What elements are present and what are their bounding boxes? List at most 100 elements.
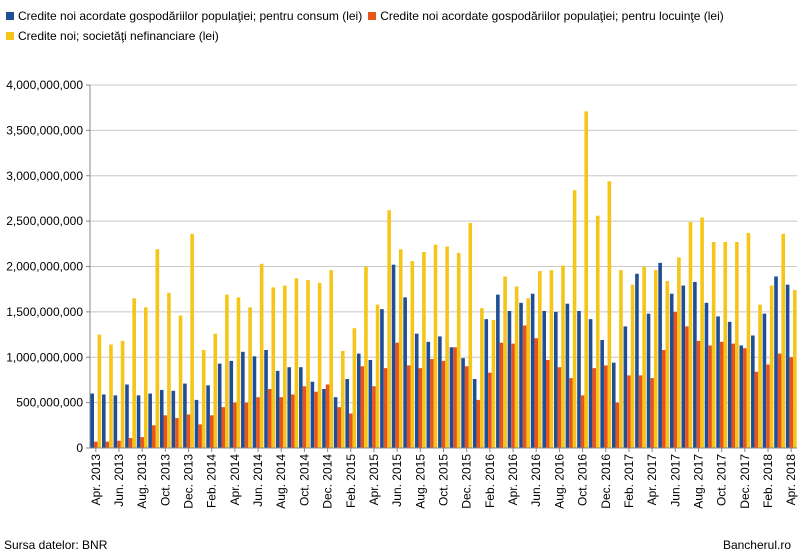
bar-consum — [646, 313, 651, 448]
bar-consum — [519, 302, 523, 448]
bar-locuinte — [696, 340, 701, 448]
x-tick-labels: Apr. 2013 Jun. 2013 Aug. 2013 Oct. 2013 Dec.… — [89, 454, 798, 509]
bar-consum — [287, 367, 292, 448]
bar-locuinte — [395, 342, 399, 448]
site-credit: Bancherul.ro — [722, 538, 791, 552]
bar-societati — [723, 242, 728, 448]
bar-consum — [762, 313, 767, 448]
bar-societati — [294, 278, 299, 448]
bar-consum — [414, 333, 419, 448]
bar-societati — [549, 270, 554, 448]
bar-locuinte — [464, 366, 469, 448]
x-tick-label: Jun. 2013 — [112, 454, 126, 507]
bar-societati — [329, 270, 333, 448]
bar-locuinte — [233, 402, 237, 449]
bar-locuinte — [719, 341, 724, 448]
x-tick-label: Jun. 2017 — [668, 454, 682, 507]
bar-societati — [746, 232, 751, 448]
x-tick-label: Apr. 2018 — [784, 454, 798, 506]
bar-locuinte — [488, 372, 492, 448]
bar-consum — [611, 362, 616, 448]
legend-label: Credite noi acordate gospodăriilor popul… — [18, 9, 363, 23]
bar-locuinte — [522, 325, 527, 448]
bar-consum — [472, 379, 477, 448]
bar-consum — [206, 385, 210, 448]
x-tick-label: Jun. 2015 — [390, 454, 404, 507]
bar-locuinte — [557, 367, 562, 448]
y-tick-label: 500,000,000 — [16, 396, 83, 410]
y-tick-label: 1,500,000,000 — [6, 305, 83, 319]
y-tick-label: 3,500,000,000 — [6, 123, 83, 137]
bar-locuinte — [198, 424, 202, 448]
bar-societati — [97, 334, 102, 448]
bar-locuinte — [430, 359, 434, 448]
bar-locuinte — [279, 397, 284, 448]
bar-consum — [229, 360, 234, 448]
bar-societati — [236, 297, 241, 448]
bar-consum — [217, 363, 222, 448]
legend-item-consum: Credite noi acordate gospodăriilor popul… — [6, 6, 362, 26]
bar-consum — [322, 389, 326, 448]
x-tick-label: Oct. 2014 — [297, 454, 311, 506]
bar-locuinte — [708, 345, 712, 448]
bar-consum — [171, 390, 176, 448]
bar-societati — [340, 350, 345, 448]
bar-locuinte — [777, 353, 782, 448]
x-tick-label: Feb. 2015 — [344, 454, 358, 508]
bar-societati — [398, 249, 403, 448]
bar-locuinte — [140, 437, 144, 448]
bar-consum — [635, 273, 639, 448]
bar-societati — [619, 270, 623, 448]
bar-locuinte — [244, 402, 249, 449]
bar-consum — [403, 297, 407, 448]
bar-locuinte — [337, 407, 341, 448]
bar-societati — [167, 292, 171, 448]
bar-societati — [201, 349, 206, 448]
bar-consum — [496, 294, 500, 448]
bar-societati — [132, 298, 136, 448]
bar-consum — [264, 349, 268, 448]
x-tick-label: Oct. 2017 — [715, 454, 729, 506]
bar-societati — [445, 246, 449, 448]
bar-consum — [600, 340, 604, 448]
bar-societati — [468, 222, 473, 448]
bar-locuinte — [372, 386, 376, 448]
x-tick-label: Dec. 2013 — [182, 454, 196, 509]
bar-societati — [514, 286, 519, 448]
bar-consum — [241, 351, 245, 448]
bar-consum — [623, 326, 628, 448]
bar-consum — [461, 358, 465, 448]
bar-consum — [669, 293, 674, 448]
bar-societati — [735, 242, 739, 448]
x-tick-label: Jun. 2016 — [529, 454, 543, 507]
bar-locuinte — [534, 338, 539, 448]
x-tick-label: Dec. 2017 — [738, 454, 752, 509]
legend-swatch — [6, 32, 14, 40]
bar-consum — [275, 370, 280, 448]
bar-locuinte — [314, 391, 318, 448]
bar-consum — [542, 310, 547, 448]
x-tick-label: Apr. 2015 — [367, 454, 381, 506]
bar-societati — [410, 261, 415, 448]
y-tick-label: 0 — [76, 441, 83, 455]
x-tick-label: Aug. 2016 — [552, 454, 566, 509]
legend-swatch — [6, 12, 14, 20]
bar-locuinte — [94, 441, 98, 448]
bar-locuinte — [546, 359, 550, 448]
bar-locuinte — [603, 365, 608, 448]
bar-locuinte — [406, 365, 411, 448]
bar-societati — [120, 340, 125, 448]
bar-societati — [456, 252, 461, 448]
bar-societati — [526, 298, 531, 448]
bar-societati — [642, 266, 646, 448]
bar-consum — [704, 302, 709, 448]
bar-consum — [739, 345, 744, 448]
x-tick-label: Apr. 2013 — [89, 454, 103, 506]
legend-item-societati: Credite noi; societăţi nefinanciare (lei… — [6, 26, 219, 46]
bar-locuinte — [673, 311, 678, 449]
bar-locuinte — [743, 348, 747, 448]
bar-societati — [271, 287, 276, 448]
x-tick-label: Apr. 2014 — [228, 454, 242, 506]
bar-societati — [225, 294, 229, 448]
bar-societati — [155, 249, 160, 448]
